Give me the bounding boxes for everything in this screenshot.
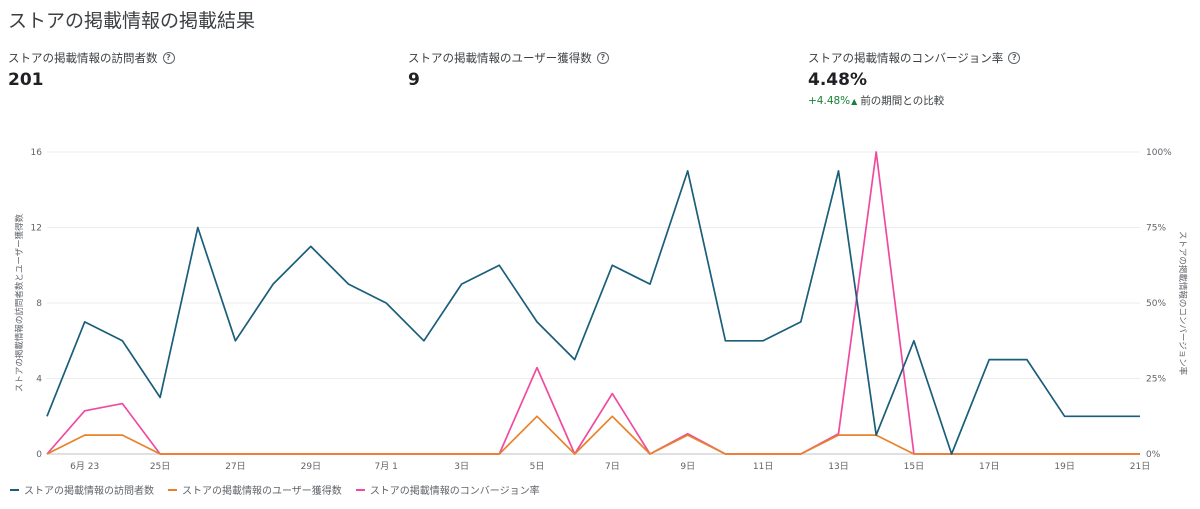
x-tick-label: 6月 23 — [70, 461, 99, 472]
legend-label-conversion: ストアの掲載情報のコンバージョン率 — [369, 486, 540, 497]
arrow-up-icon: ▲ — [851, 97, 858, 106]
legend-item-visitors[interactable]: ストアの掲載情報の訪問者数 — [10, 482, 154, 497]
metric-visitors: ストアの掲載情報の訪問者数 ? 201 — [8, 50, 175, 90]
y-left-tick-label: 16 — [31, 148, 43, 158]
metric-acquisitions-label-row: ストアの掲載情報のユーザー獲得数 ? — [408, 50, 609, 66]
help-circle-icon[interactable]: ? — [1008, 52, 1021, 64]
legend-label-acquisitions: ストアの掲載情報のユーザー獲得数 — [182, 486, 342, 497]
y-right-tick-label: 50% — [1146, 299, 1166, 309]
metric-acquisitions-label: ストアの掲載情報のユーザー獲得数 — [408, 51, 592, 65]
page-title: ストアの掲載情報の掲載結果 — [8, 10, 256, 32]
chart-legend: ストアの掲載情報の訪問者数 ストアの掲載情報のユーザー獲得数 ストアの掲載情報の… — [10, 482, 540, 497]
metric-conversion: ストアの掲載情報のコンバージョン率 ? 4.48% +4.48%▲ 前の期間との比… — [808, 50, 1021, 108]
metric-visitors-label-row: ストアの掲載情報の訪問者数 ? — [8, 50, 175, 66]
y-left-tick-label: 0 — [36, 450, 42, 460]
metric-conversion-value: 4.48% — [808, 70, 867, 90]
legend-item-conversion[interactable]: ストアの掲載情報のコンバージョン率 — [355, 482, 540, 497]
metric-visitors-value: 201 — [8, 70, 44, 90]
series-line-0 — [46, 170, 1140, 455]
y-right-tick-label: 0% — [1146, 450, 1161, 460]
legend-label-visitors: ストアの掲載情報の訪問者数 — [24, 486, 154, 497]
x-tick-label: 25日 — [150, 461, 170, 472]
x-tick-label: 11日 — [753, 461, 773, 472]
metric-acquisitions: ストアの掲載情報のユーザー獲得数 ? 9 — [408, 50, 609, 90]
x-tick-label: 3日 — [454, 461, 469, 472]
legend-swatch-visitors — [10, 488, 19, 491]
x-tick-label: 17日 — [979, 461, 999, 472]
x-tick-label: 5日 — [530, 461, 545, 472]
y-left-axis-title: ストアの掲載情報の訪問者数とユーザー獲得数 — [14, 213, 25, 392]
y-right-tick-label: 100% — [1146, 148, 1172, 158]
x-tick-label: 13日 — [828, 461, 848, 472]
legend-swatch-acquisitions — [168, 488, 177, 491]
x-tick-label: 15日 — [904, 461, 924, 472]
y-left-tick-label: 4 — [36, 375, 42, 385]
x-tick-label: 7月 1 — [375, 461, 398, 472]
y-right-tick-label: 75% — [1146, 224, 1166, 234]
legend-swatch-conversion — [355, 488, 365, 491]
comparison-value: +4.48% — [808, 95, 851, 107]
help-circle-icon[interactable]: ? — [162, 52, 175, 64]
line-chart: 0 4 8 12 16 0% 25% 50% 75% 100% 6月 23 25日 27日 29日 7月 1… — [14, 148, 1188, 472]
y-left-tick-label: 8 — [36, 299, 42, 309]
x-tick-label: 9日 — [680, 461, 695, 472]
y-right-tick-label: 25% — [1146, 375, 1166, 385]
x-tick-label: 7日 — [605, 461, 620, 472]
metric-conversion-label-row: ストアの掲載情報のコンバージョン率 ? — [808, 50, 1021, 66]
help-circle-icon[interactable]: ? — [596, 52, 609, 64]
y-right-axis-title: ストアの掲載情報のコンバージョン率 — [1177, 231, 1188, 376]
x-tick-label: 27日 — [225, 461, 245, 472]
x-tick-label: 21日 — [1130, 461, 1150, 472]
metric-conversion-label: ストアの掲載情報のコンバージョン率 — [808, 51, 1004, 65]
x-tick-label: 19日 — [1054, 461, 1074, 472]
x-tick-label: 29日 — [301, 461, 321, 472]
metric-acquisitions-value: 9 — [408, 70, 420, 90]
comparison-text: 前の期間との比較 — [860, 95, 945, 107]
legend-item-acquisitions[interactable]: ストアの掲載情報のユーザー獲得数 — [168, 482, 342, 497]
series-line-1 — [46, 415, 1140, 455]
comparison-row: +4.48%▲ 前の期間との比較 — [808, 93, 1020, 108]
y-left-tick-label: 12 — [31, 224, 42, 234]
metric-visitors-label: ストアの掲載情報の訪問者数 — [8, 51, 158, 65]
